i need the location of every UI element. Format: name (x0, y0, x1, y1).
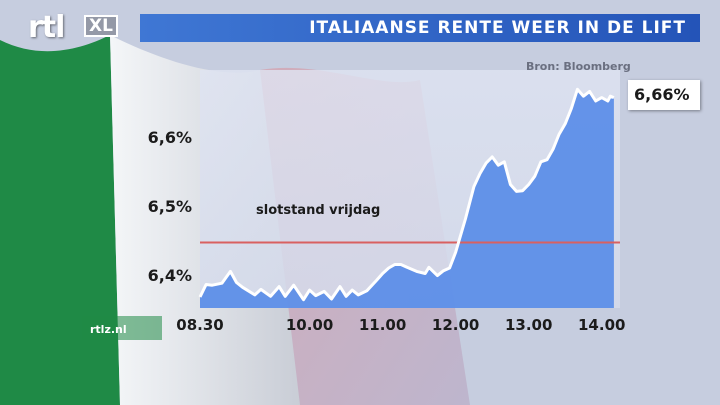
footer-url: rtlz.nl (90, 323, 127, 336)
y-tick-label: 6,5% (147, 196, 192, 216)
yield-line (198, 87, 615, 302)
yield-area (200, 89, 614, 308)
x-tick-label: 11.00 (358, 316, 407, 334)
rtl-xl-logo: rtl XL (6, 8, 130, 45)
x-tick-label: 13.00 (504, 316, 553, 334)
source-label: Bron: Bloomberg (526, 60, 631, 73)
logo-xl-badge: XL (84, 15, 118, 37)
logo-rtl-text: rtl (28, 10, 65, 45)
reference-line-label: slotstand vrijdag (256, 203, 381, 218)
x-tick-label: 14.00 (578, 316, 626, 334)
x-tick-label: 08.30 (176, 316, 224, 334)
title-bar: ITALIAANSE RENTE WEER IN DE LIFT (140, 14, 700, 42)
y-tick-label: 6,4% (147, 265, 192, 285)
last-value-callout: 6,66% (628, 80, 700, 110)
last-value: 6,66% (634, 85, 690, 104)
y-tick-label: 6,6% (147, 127, 192, 147)
chart-title: ITALIAANSE RENTE WEER IN DE LIFT (309, 18, 686, 38)
x-tick-label: 12.00 (431, 316, 480, 334)
x-tick-label: 10.00 (285, 316, 334, 334)
